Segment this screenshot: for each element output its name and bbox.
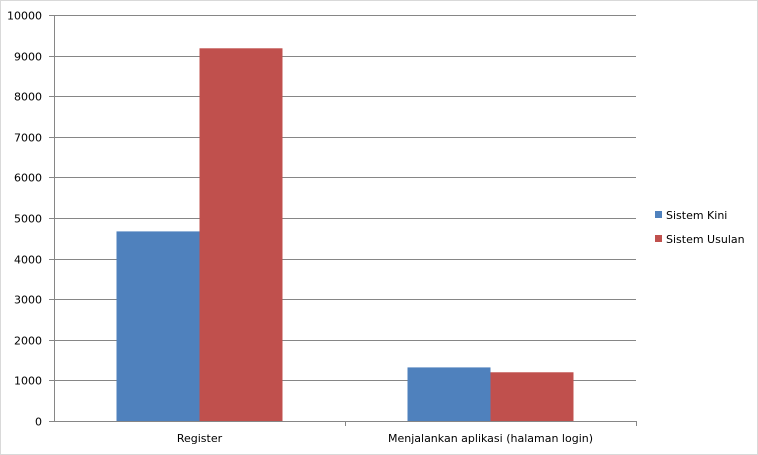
bar [490,372,574,421]
bars [116,48,574,422]
x-category-label: Menjalankan aplikasi (halaman login) [388,432,593,445]
y-tick-label: 6000 [14,172,42,185]
y-tick-label: 2000 [14,335,42,348]
legend-swatch [655,235,662,242]
legend-swatch [655,211,662,218]
y-tick-label: 0 [35,416,42,429]
y-tick-label: 7000 [14,132,42,145]
legend: Sistem Kini Sistem Usulan [655,209,745,246]
bar [199,48,283,422]
bar [116,231,200,421]
y-tick-label: 1000 [14,375,42,388]
y-tick-label: 3000 [14,294,42,307]
legend-label: Sistem Usulan [666,233,745,246]
axes [49,15,637,426]
y-tick-label: 8000 [14,91,42,104]
y-tick-label: 5000 [14,213,42,226]
y-tick-label: 4000 [14,254,42,267]
bar [407,367,491,421]
x-category-label: Register [177,432,223,445]
y-tick-labels: 0 1000 2000 3000 4000 5000 6000 7000 8000 9000 100… [7,10,42,429]
legend-label: Sistem Kini [666,209,727,222]
y-tick-label: 10000 [7,10,42,23]
x-category-labels: Register Menjalankan aplikasi (halaman lo… [177,432,593,445]
y-tick-label: 9000 [14,51,42,64]
